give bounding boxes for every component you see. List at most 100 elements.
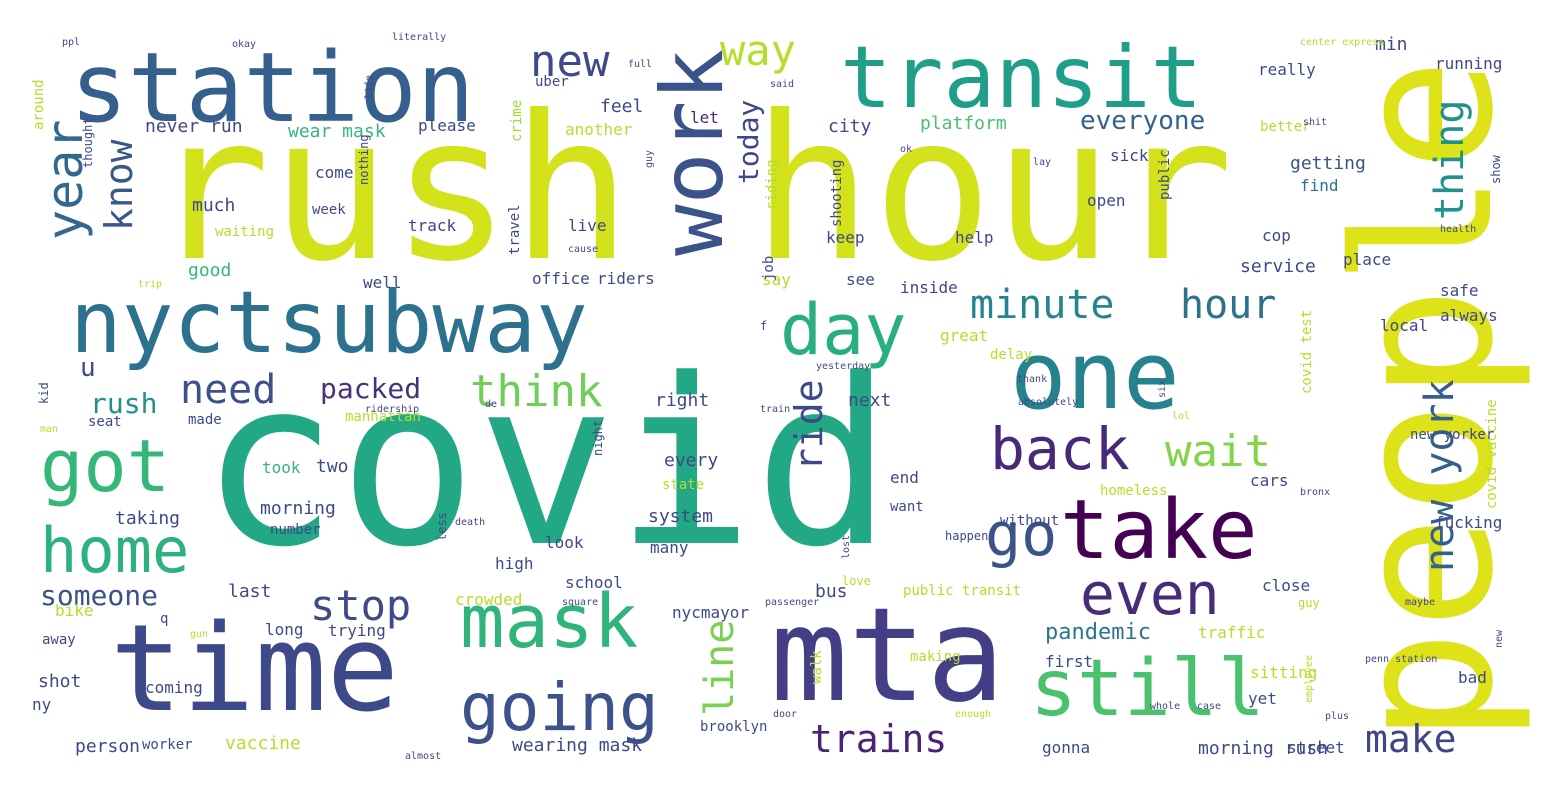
word: mask — [460, 579, 639, 665]
word: whole — [1150, 701, 1181, 712]
word: worker — [142, 737, 193, 753]
word: f — [760, 319, 768, 333]
word: better — [1260, 119, 1311, 135]
word: number — [270, 522, 321, 538]
word: many — [650, 538, 689, 557]
word: cause — [568, 244, 599, 255]
word: much — [192, 195, 236, 216]
word: wearing mask — [512, 735, 643, 756]
word: thing — [1427, 99, 1473, 220]
word: new — [530, 36, 610, 87]
word: employee — [1304, 654, 1315, 703]
word: riders — [597, 269, 655, 288]
word: away — [42, 632, 76, 648]
word: safe — [1440, 281, 1479, 300]
word: need — [180, 367, 277, 413]
word: brooklyn — [700, 719, 768, 735]
word: trying — [328, 621, 386, 640]
word: going — [460, 669, 659, 746]
word: covid — [200, 331, 893, 598]
word: line — [697, 619, 743, 716]
word: stop — [310, 581, 412, 630]
word: rush hour — [150, 73, 1234, 306]
word: show — [1489, 154, 1503, 184]
word: getting — [1290, 153, 1366, 174]
word: seat — [88, 414, 122, 430]
word: sitting — [1250, 663, 1318, 682]
word: nycmayor — [672, 603, 750, 622]
word: taking — [115, 508, 181, 529]
word: six — [1157, 379, 1168, 398]
word: crime — [509, 99, 525, 142]
word: minute — [970, 282, 1115, 328]
word: got — [40, 424, 171, 508]
word: one — [1010, 322, 1180, 431]
word: okay — [232, 39, 257, 50]
word: pandemic — [1045, 620, 1151, 645]
word: live — [568, 216, 607, 235]
word: plus — [1325, 711, 1350, 722]
word: new yorker — [1410, 427, 1495, 443]
word: time — [110, 600, 399, 739]
word: enough — [955, 709, 992, 720]
word: track — [408, 216, 457, 235]
word: rush — [90, 387, 158, 420]
word: literally — [392, 32, 447, 43]
word: help — [955, 228, 994, 247]
word: life — [364, 74, 375, 99]
word: state — [662, 477, 705, 493]
word: q — [160, 611, 169, 627]
word: open — [1087, 191, 1126, 210]
word: every — [664, 450, 719, 471]
word: new york — [1417, 379, 1463, 572]
word: love — [842, 574, 871, 588]
word: hour — [1180, 282, 1277, 328]
word: morning — [260, 498, 336, 519]
word: vaccine — [225, 733, 301, 754]
word: shit — [1303, 117, 1328, 128]
word: door — [773, 709, 798, 720]
word: sick — [1110, 146, 1149, 165]
word: waiting — [215, 224, 275, 240]
word: even — [1080, 560, 1220, 628]
word: fucking — [1435, 513, 1503, 532]
word: bus — [815, 581, 848, 602]
word: case — [1197, 701, 1222, 712]
word: think — [470, 366, 603, 417]
word: say — [762, 270, 791, 289]
word: still — [1030, 644, 1265, 734]
word: high — [495, 554, 534, 573]
word: bad — [1458, 668, 1487, 687]
word: always — [1440, 306, 1498, 325]
word: homeless — [1100, 483, 1168, 499]
word: covid test — [1299, 309, 1315, 394]
word: manhattan — [345, 409, 421, 425]
word: bronx — [1300, 487, 1331, 498]
word: u — [80, 353, 96, 383]
word: end — [890, 468, 919, 487]
word: took — [262, 458, 301, 477]
word: morning rush — [1198, 738, 1329, 759]
word: riding — [764, 159, 780, 211]
word: look — [545, 533, 584, 552]
word: travel — [507, 204, 523, 256]
word: great — [940, 326, 989, 345]
word: service — [1240, 256, 1316, 277]
word: gonna — [1042, 738, 1091, 757]
word: almost — [405, 751, 442, 762]
word: find — [1300, 176, 1339, 195]
word: street — [1287, 738, 1345, 757]
word: last — [228, 581, 272, 602]
word: ny — [32, 695, 52, 714]
word: someone — [40, 579, 159, 612]
word: come — [315, 163, 354, 182]
word: cop — [1262, 226, 1291, 245]
word: well — [363, 273, 402, 292]
word: ridership — [365, 404, 420, 415]
word: de — [485, 399, 498, 410]
word: new — [1494, 629, 1505, 648]
word: thought — [81, 117, 95, 169]
word: penn station — [1365, 654, 1438, 665]
word: full — [628, 59, 653, 70]
word: trains — [810, 717, 948, 761]
